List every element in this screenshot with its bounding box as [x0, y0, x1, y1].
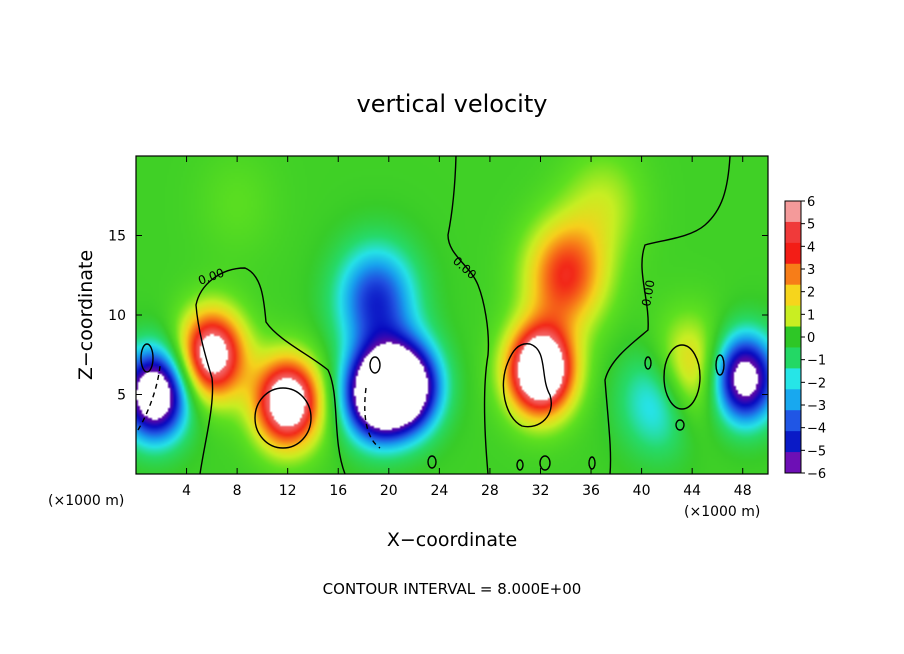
colorbar-label: −3 — [807, 399, 826, 414]
plot-area: 0.00 0.00 0.00 — [136, 156, 768, 474]
colorbar-swatch — [785, 221, 801, 244]
x-tick-label: 36 — [582, 483, 600, 499]
contour-closed-l — [675, 419, 685, 431]
x-tick-label: 20 — [380, 483, 398, 499]
x-axis: 4 8 12 16 20 24 28 32 36 40 44 48 — [182, 156, 752, 499]
colorbar-swatch — [785, 242, 801, 265]
colorbar-swatch — [785, 201, 801, 223]
y-axis: 5 10 15 — [108, 229, 768, 404]
colorbar-swatch — [785, 326, 801, 348]
zero-contour-mid — [447, 156, 490, 474]
colorbar-label: −1 — [807, 354, 826, 369]
y-tick-label: 5 — [117, 388, 126, 404]
contour-closed-c — [140, 343, 154, 373]
colorbar: 6 5 4 3 2 1 0 −1 −2 −3 −4 −5 −6 — [784, 195, 826, 482]
contour-inner-a — [254, 387, 312, 449]
contour-dashed-b — [364, 387, 381, 449]
x-tick-label: 40 — [633, 483, 651, 499]
contour-closed-e — [369, 356, 381, 374]
contour-closed-f — [427, 455, 437, 469]
zero-contour-left — [195, 267, 346, 474]
colorbar-label: −6 — [807, 467, 826, 482]
contour-closed-i — [588, 456, 596, 470]
contour-closed-g — [516, 459, 524, 471]
colorbar-label: −4 — [807, 422, 826, 437]
colorbar-label: 2 — [807, 286, 815, 301]
x-tick-label: 24 — [430, 483, 448, 499]
chart-title: vertical velocity — [357, 90, 548, 118]
y-axis-label: Z−coordinate — [75, 250, 97, 380]
colorbar-swatch — [785, 368, 801, 390]
x-tick-label: 12 — [279, 483, 297, 499]
contour-label-3: 0.00 — [639, 279, 657, 308]
contour-closed-k — [715, 354, 725, 376]
colorbar-label: 0 — [807, 331, 815, 346]
colorbar-swatch — [785, 347, 801, 369]
x-axis-label: X−coordinate — [387, 529, 517, 551]
zero-contour-right — [604, 156, 731, 474]
colorbar-swatch — [785, 305, 801, 328]
x-tick-label: 32 — [532, 483, 550, 499]
colorbar-swatch — [785, 431, 801, 453]
colorbar-label: −5 — [807, 444, 826, 459]
x-tick-label: 48 — [734, 483, 752, 499]
colorbar-label: −2 — [807, 376, 826, 391]
contour-closed-h — [539, 455, 551, 471]
colorbar-label: 1 — [807, 308, 815, 323]
colorbar-swatch — [785, 284, 801, 307]
x-unit-left: (×1000 m) — [48, 493, 124, 509]
y-tick-label: 15 — [108, 229, 126, 245]
contour-lines — [137, 156, 731, 474]
contour-closed-j — [644, 356, 652, 370]
contour-closed-d — [663, 344, 701, 410]
colorbar-label: 3 — [807, 263, 815, 278]
colorbar-label: 6 — [807, 195, 815, 210]
x-tick-label: 4 — [182, 483, 191, 499]
colorbar-swatch — [785, 410, 801, 432]
x-tick-label: 44 — [683, 483, 701, 499]
y-tick-label: 10 — [108, 308, 126, 324]
colorbar-label: 5 — [807, 218, 815, 233]
colorbar-swatch — [785, 452, 801, 474]
colorbar-label: 4 — [807, 240, 815, 255]
heatmap-field — [136, 156, 768, 474]
x-tick-label: 16 — [329, 483, 347, 499]
x-tick-label: 28 — [481, 483, 499, 499]
colorbar-swatch — [785, 263, 801, 286]
x-unit-right: (×1000 m) — [684, 504, 760, 520]
x-tick-label: 8 — [233, 483, 242, 499]
contour-inner-b — [502, 343, 552, 428]
colorbar-swatch — [785, 389, 801, 411]
contour-interval-note: CONTOUR INTERVAL = 8.000E+00 — [323, 580, 582, 598]
